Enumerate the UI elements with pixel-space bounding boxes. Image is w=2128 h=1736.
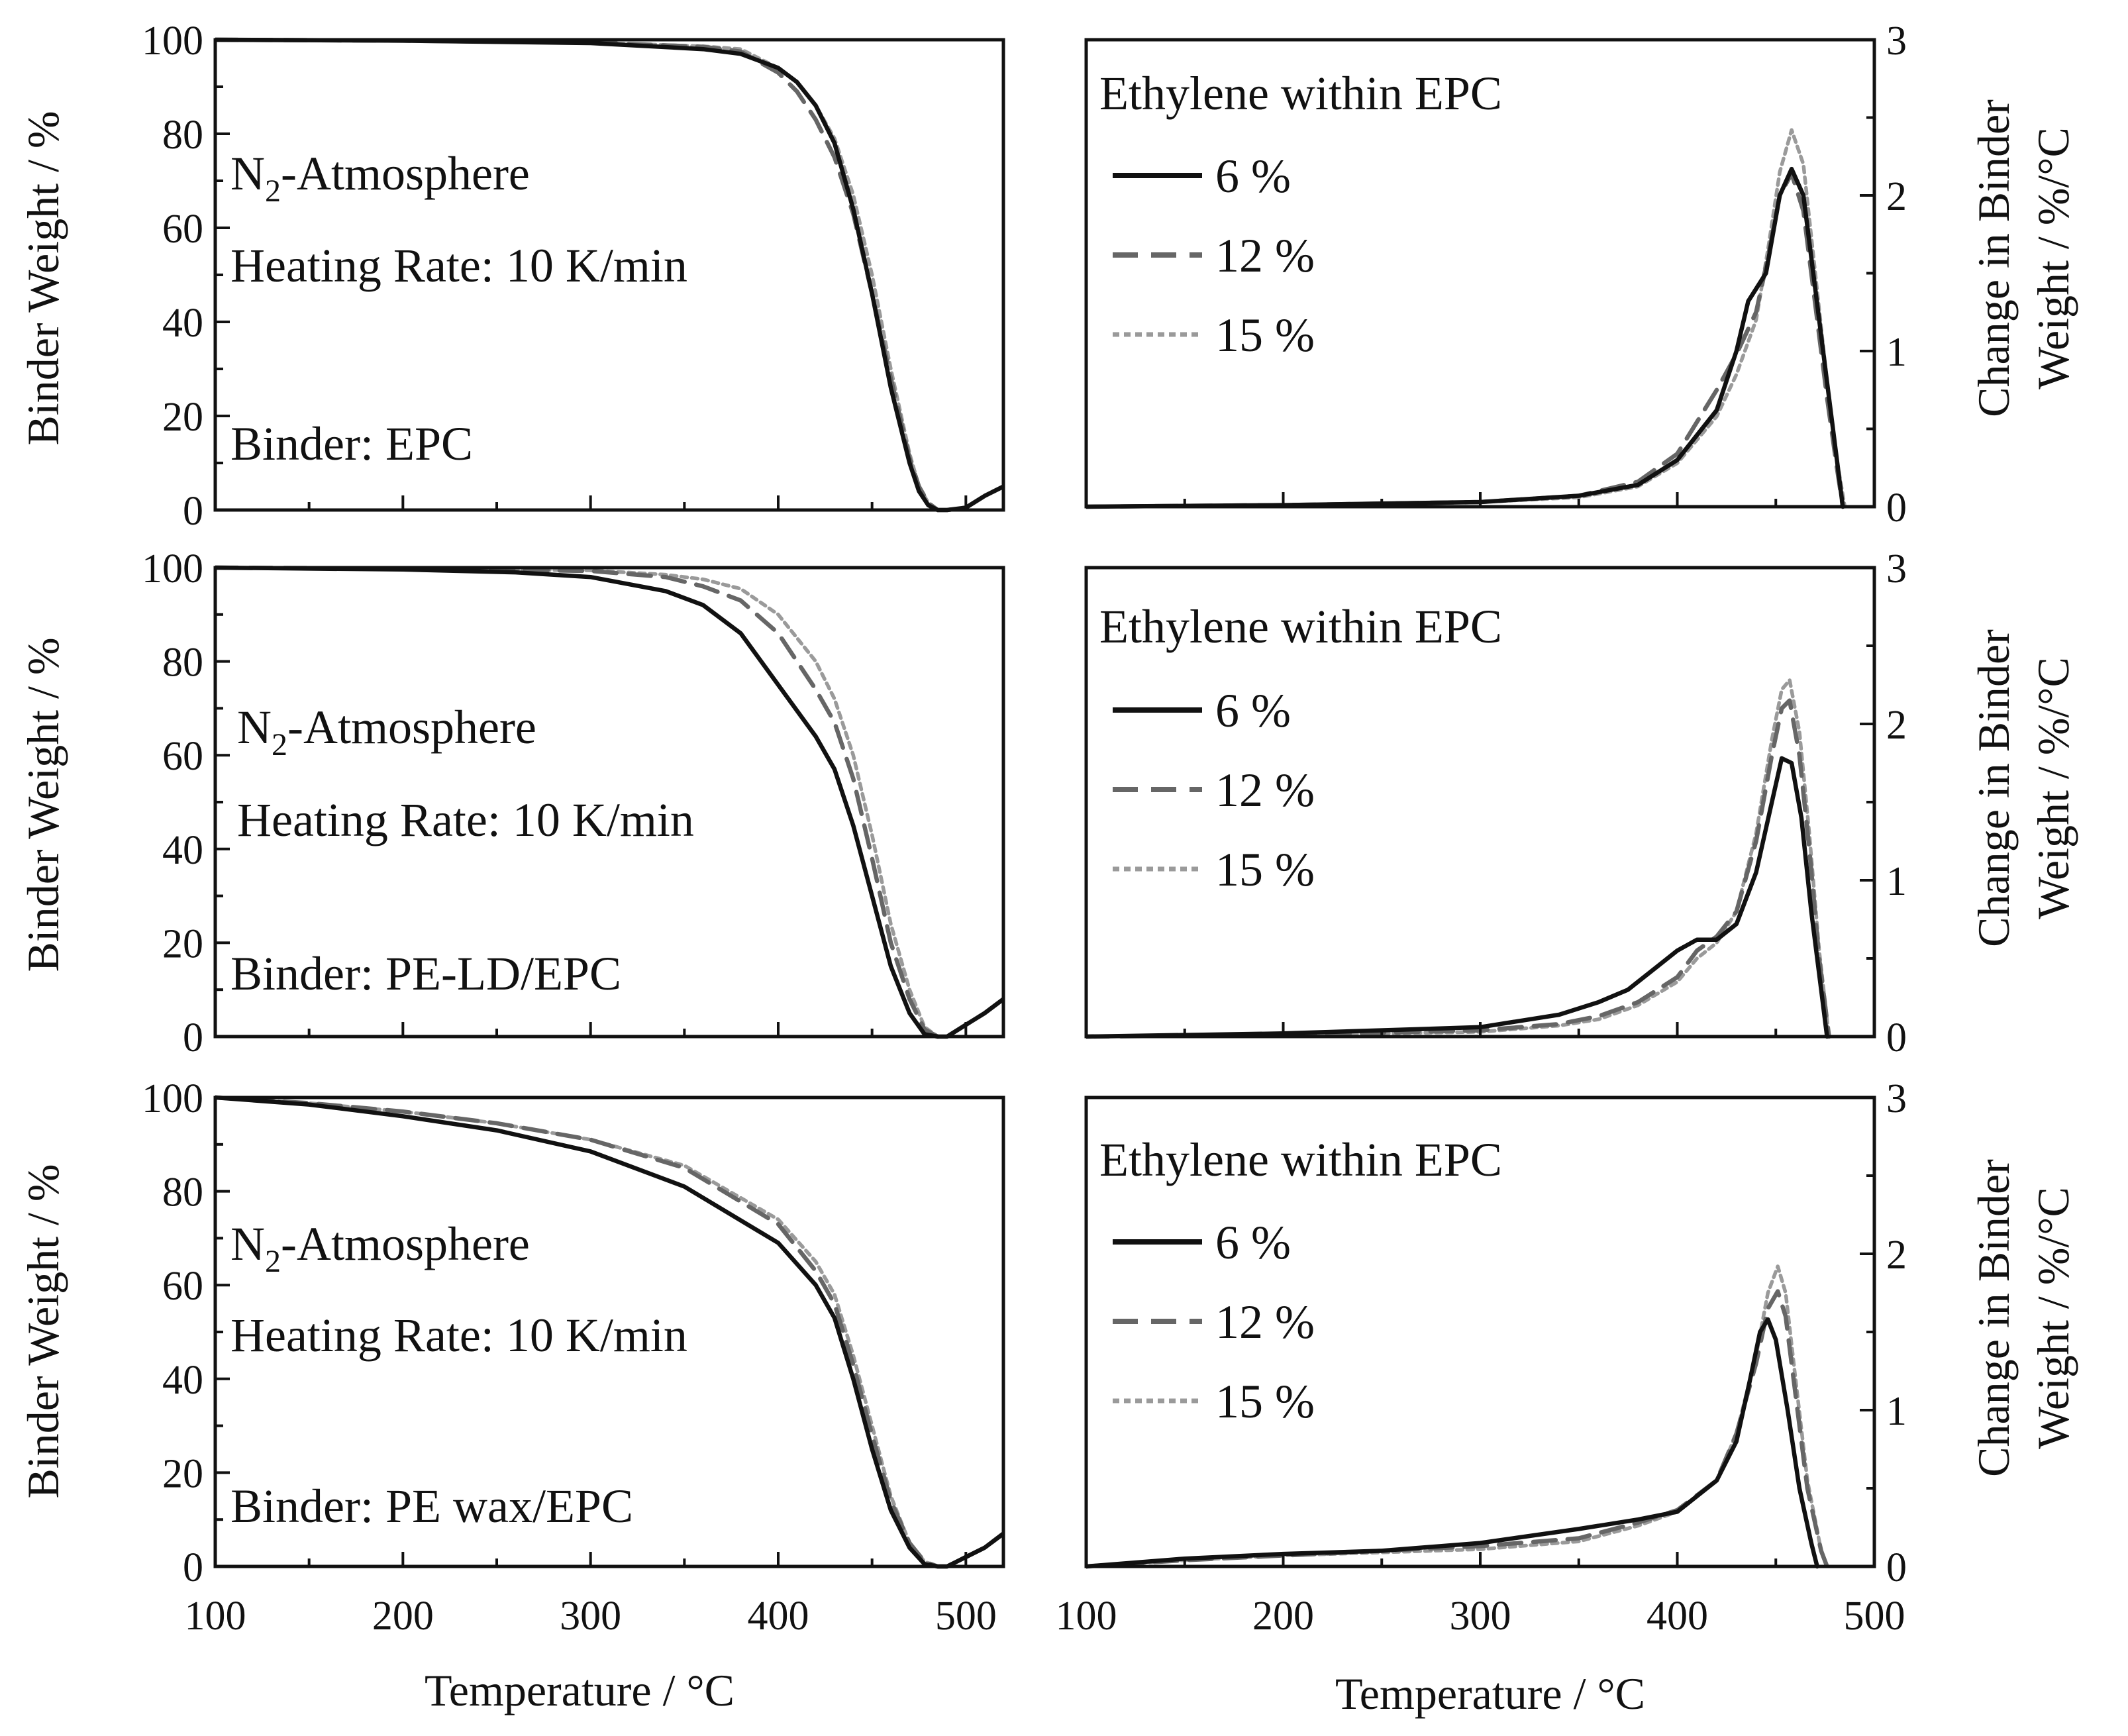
y-tick-label: 2 xyxy=(1886,1233,1907,1278)
series-line-15-percent xyxy=(1086,128,1847,509)
y-tick-label: 2 xyxy=(1886,703,1907,748)
y-axis-title-right-line2: Weight / %/°C xyxy=(2028,1187,2078,1449)
legend-label-15: 15 % xyxy=(1215,309,1315,362)
x-tick-label: 200 xyxy=(372,1594,434,1639)
x-tick-label: 300 xyxy=(1450,1594,1511,1639)
series-line-6-percent xyxy=(1086,166,1845,509)
x-tick-label: 400 xyxy=(1647,1594,1708,1639)
y-tick-label: 20 xyxy=(162,921,203,966)
panel-dtg-pe-ld-epc: Ethylene within EPC 6 % 12 % 15 % 0 1 2 3 xyxy=(1084,546,1907,1060)
y-tick-label: 100 xyxy=(142,19,203,64)
y-tick-label: 1 xyxy=(1886,1389,1907,1434)
binder-label: Binder: PE wax/EPC xyxy=(230,1480,633,1533)
atmosphere-label: N2-Atmosphere xyxy=(230,147,530,209)
series-line-12-percent xyxy=(215,565,1003,1039)
y-tick-label: 0 xyxy=(1886,1015,1907,1060)
atmosphere-label: N2-Atmosphere xyxy=(237,701,536,762)
y-axis-title-left: Binder Weight / % xyxy=(18,637,68,972)
atmosphere-label: N2-Atmosphere xyxy=(230,1217,530,1279)
y-tick-label: 20 xyxy=(162,395,203,440)
heating-rate-label: Heating Rate: 10 K/min xyxy=(230,239,687,292)
y-tick-label: 80 xyxy=(162,113,203,158)
legend-title: Ethylene within EPC xyxy=(1099,1133,1502,1186)
y-tick-label: 0 xyxy=(183,1545,203,1590)
y-axis-title-left: Binder Weight / % xyxy=(18,111,68,445)
series-group xyxy=(1086,128,1847,509)
y-tick-label: 3 xyxy=(1886,19,1907,64)
y-axis-title-right-line2: Weight / %/°C xyxy=(2028,127,2078,389)
heating-rate-label: Heating Rate: 10 K/min xyxy=(230,1309,687,1362)
y-tick-label: 1 xyxy=(1886,330,1907,375)
x-tick-label: 200 xyxy=(1252,1594,1314,1639)
y-tick-label: 20 xyxy=(162,1451,203,1496)
series-line-6-percent xyxy=(1086,756,1829,1039)
y-tick-label: 60 xyxy=(162,207,203,252)
y-tick-label: 100 xyxy=(142,1076,203,1121)
binder-label: Binder: PE-LD/EPC xyxy=(230,947,621,1000)
legend-label-6: 6 % xyxy=(1215,1216,1291,1269)
y-axis-title-right-line1: Change in Binder xyxy=(1968,629,2019,947)
y-tick-label: 3 xyxy=(1886,1076,1907,1121)
legend-title: Ethylene within EPC xyxy=(1099,67,1502,120)
y-tick-label: 40 xyxy=(162,1358,203,1403)
y-tick-label: 3 xyxy=(1886,546,1907,591)
x-tick-label: 300 xyxy=(560,1594,621,1639)
panel-dtg-epc: Ethylene within EPC 6 % 12 % 15 % 0 1 2 3 xyxy=(1084,19,1907,531)
series-group xyxy=(1086,1264,1829,1569)
panel-tga-pe-ld-epc: N2-Atmosphere Heating Rate: 10 K/min Bin… xyxy=(142,546,1005,1060)
y-tick-label: 80 xyxy=(162,1170,203,1215)
y-axis-title-left: Binder Weight / % xyxy=(18,1164,68,1498)
legend-label-15: 15 % xyxy=(1215,843,1315,896)
legend-label-12: 12 % xyxy=(1215,764,1315,817)
series-line-6-percent xyxy=(1086,1317,1819,1569)
series-line-12-percent xyxy=(1086,1289,1829,1569)
series-line-12-percent xyxy=(1086,171,1845,509)
y-tick-label: 40 xyxy=(162,301,203,346)
y-axis-title-right-line2: Weight / %/°C xyxy=(2028,657,2078,919)
panel-tga-epc: N2-Atmosphere Heating Rate: 10 K/min Bin… xyxy=(142,19,1005,534)
x-tick-label: 500 xyxy=(935,1594,997,1639)
y-axis-title-right-line1: Change in Binder xyxy=(1968,99,2019,417)
x-tick-label: 100 xyxy=(185,1594,246,1639)
heating-rate-label: Heating Rate: 10 K/min xyxy=(237,793,694,846)
legend-label-15: 15 % xyxy=(1215,1375,1315,1428)
legend-label-12: 12 % xyxy=(1215,1296,1315,1349)
y-tick-label: 0 xyxy=(183,1015,203,1060)
series-line-15-percent xyxy=(1086,678,1831,1039)
y-tick-label: 60 xyxy=(162,734,203,779)
legend-label-6: 6 % xyxy=(1215,150,1291,203)
panel-dtg-pe-wax-epc: Ethylene within EPC 6 % 12 % 15 % 100 200… xyxy=(1056,1076,1907,1639)
x-tick-label: 100 xyxy=(1056,1594,1117,1639)
series-line-12-percent xyxy=(1086,698,1831,1039)
legend-title: Ethylene within EPC xyxy=(1099,600,1502,653)
x-tick-label: 500 xyxy=(1844,1594,1905,1639)
y-tick-label: 0 xyxy=(183,489,203,534)
series-line-15-percent xyxy=(1086,1264,1829,1568)
legend-label-12: 12 % xyxy=(1215,229,1315,282)
binder-label: Binder: EPC xyxy=(230,417,473,470)
y-tick-label: 80 xyxy=(162,640,203,686)
series-group xyxy=(1086,678,1831,1039)
y-tick-label: 0 xyxy=(1886,1545,1907,1590)
y-tick-label: 0 xyxy=(1886,485,1907,531)
y-axis-title-right-line1: Change in Binder xyxy=(1968,1159,2019,1477)
y-tick-label: 1 xyxy=(1886,859,1907,904)
x-axis-title-left: Temperature / °C xyxy=(425,1665,735,1715)
y-tick-label: 100 xyxy=(142,546,203,591)
x-axis-title-right: Temperature / °C xyxy=(1335,1668,1645,1719)
legend-label-6: 6 % xyxy=(1215,684,1291,737)
y-tick-label: 40 xyxy=(162,828,203,873)
x-tick-label: 400 xyxy=(748,1594,809,1639)
y-tick-label: 60 xyxy=(162,1264,203,1309)
panel-tga-pe-wax-epc: N2-Atmosphere Heating Rate: 10 K/min Bin… xyxy=(142,1076,1005,1639)
y-tick-label: 2 xyxy=(1886,174,1907,219)
